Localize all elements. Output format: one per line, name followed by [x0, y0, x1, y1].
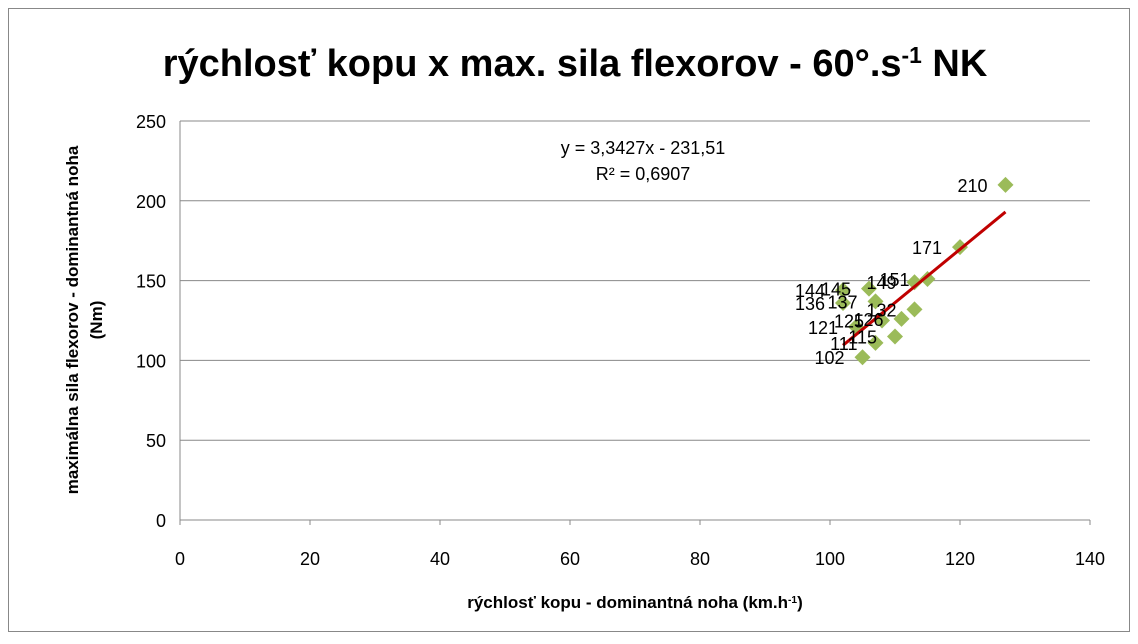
data-label: 115	[848, 327, 877, 347]
x-tick-label: 140	[1075, 549, 1105, 569]
text-part: )	[797, 593, 803, 612]
point	[835, 294, 851, 311]
x-tick-label: 0	[175, 549, 185, 569]
trendline	[842, 210, 1007, 347]
chart-title: rýchlosť kopu x max. sila flexorov - 60°…	[163, 42, 988, 85]
point	[854, 349, 871, 366]
point	[835, 282, 851, 299]
data-label: 126	[853, 310, 883, 330]
data-label: 111	[830, 334, 857, 354]
point	[893, 310, 910, 327]
x-tick-label: 80	[690, 549, 710, 569]
data-label: 136	[795, 294, 825, 314]
y-axis-label-line: maximálna sila flexorov - dominantná noh…	[63, 145, 82, 494]
data-label: 171	[912, 238, 942, 258]
chart-border	[8, 8, 1130, 632]
data-label: 102	[814, 348, 844, 368]
y-tick-label: 200	[136, 192, 166, 212]
x-axis-label: rýchlosť kopu - dominantná noha (km.h-1)	[467, 593, 803, 612]
data-label: 132	[866, 300, 896, 320]
point	[867, 334, 884, 351]
data-label: 210	[957, 176, 987, 196]
text-part: -1	[788, 595, 797, 606]
text-part: -1	[902, 42, 923, 68]
point	[861, 280, 877, 297]
point	[906, 301, 923, 318]
text-part: NK	[922, 43, 988, 85]
y-tick-label: 50	[146, 431, 166, 451]
trend-r2: R² = 0,6907	[596, 164, 691, 184]
text-part: rýchlosť kopu x max. sila flexorov - 60°…	[163, 43, 902, 85]
x-tick-label: 100	[815, 549, 845, 569]
point	[919, 271, 936, 288]
data-label: 151	[879, 270, 909, 290]
data-label: 149	[866, 273, 896, 293]
x-tick-label: 20	[300, 549, 320, 569]
y-axis-label-line: (Nm)	[87, 301, 106, 340]
point	[906, 274, 923, 291]
y-tick-label: 250	[136, 112, 166, 132]
point	[867, 293, 884, 310]
y-tick-label: 150	[136, 272, 166, 292]
data-label: 125	[834, 312, 864, 332]
text-part: rýchlosť kopu - dominantná noha (km.h	[467, 593, 788, 612]
point	[887, 328, 903, 345]
data-label: 137	[827, 292, 857, 312]
data-label: 144	[795, 281, 825, 301]
x-tick-label: 60	[560, 549, 580, 569]
data-label: 121	[808, 318, 838, 338]
x-tick-label: 120	[945, 549, 975, 569]
y-axis-label: maximálna sila flexorov - dominantná noh…	[63, 145, 106, 494]
x-tick-label: 40	[430, 549, 450, 569]
point	[997, 176, 1014, 193]
trend-equation: y = 3,3427x - 231,51	[561, 138, 726, 158]
y-tick-label: 0	[156, 511, 166, 531]
y-tick-label: 100	[136, 351, 166, 371]
data-label: 145	[821, 280, 851, 300]
